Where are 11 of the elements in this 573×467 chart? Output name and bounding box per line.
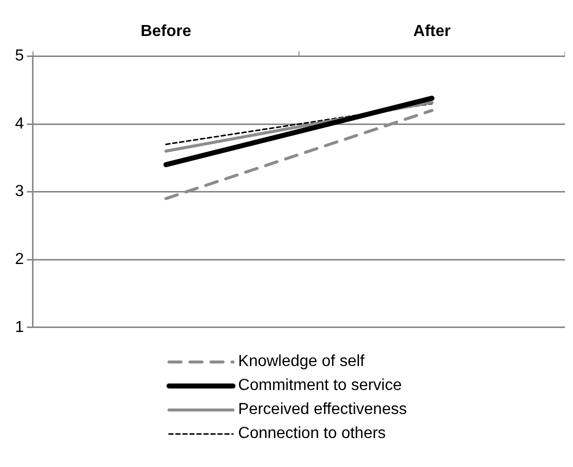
y-tick-label: 4 xyxy=(14,115,24,132)
legend-label: Connection to others xyxy=(238,425,386,443)
y-tick-label: 2 xyxy=(14,251,24,268)
legend-label: Knowledge of self xyxy=(238,353,364,371)
legend-label: Perceived effectiveness xyxy=(238,401,407,419)
y-tick-label: 5 xyxy=(14,48,24,65)
y-tick-label: 1 xyxy=(14,318,24,336)
y-tick-label: 3 xyxy=(14,183,24,200)
x-tick-label: Before xyxy=(140,23,192,40)
legend-label: Commitment to service xyxy=(238,377,402,395)
x-tick-label: After xyxy=(413,23,451,40)
